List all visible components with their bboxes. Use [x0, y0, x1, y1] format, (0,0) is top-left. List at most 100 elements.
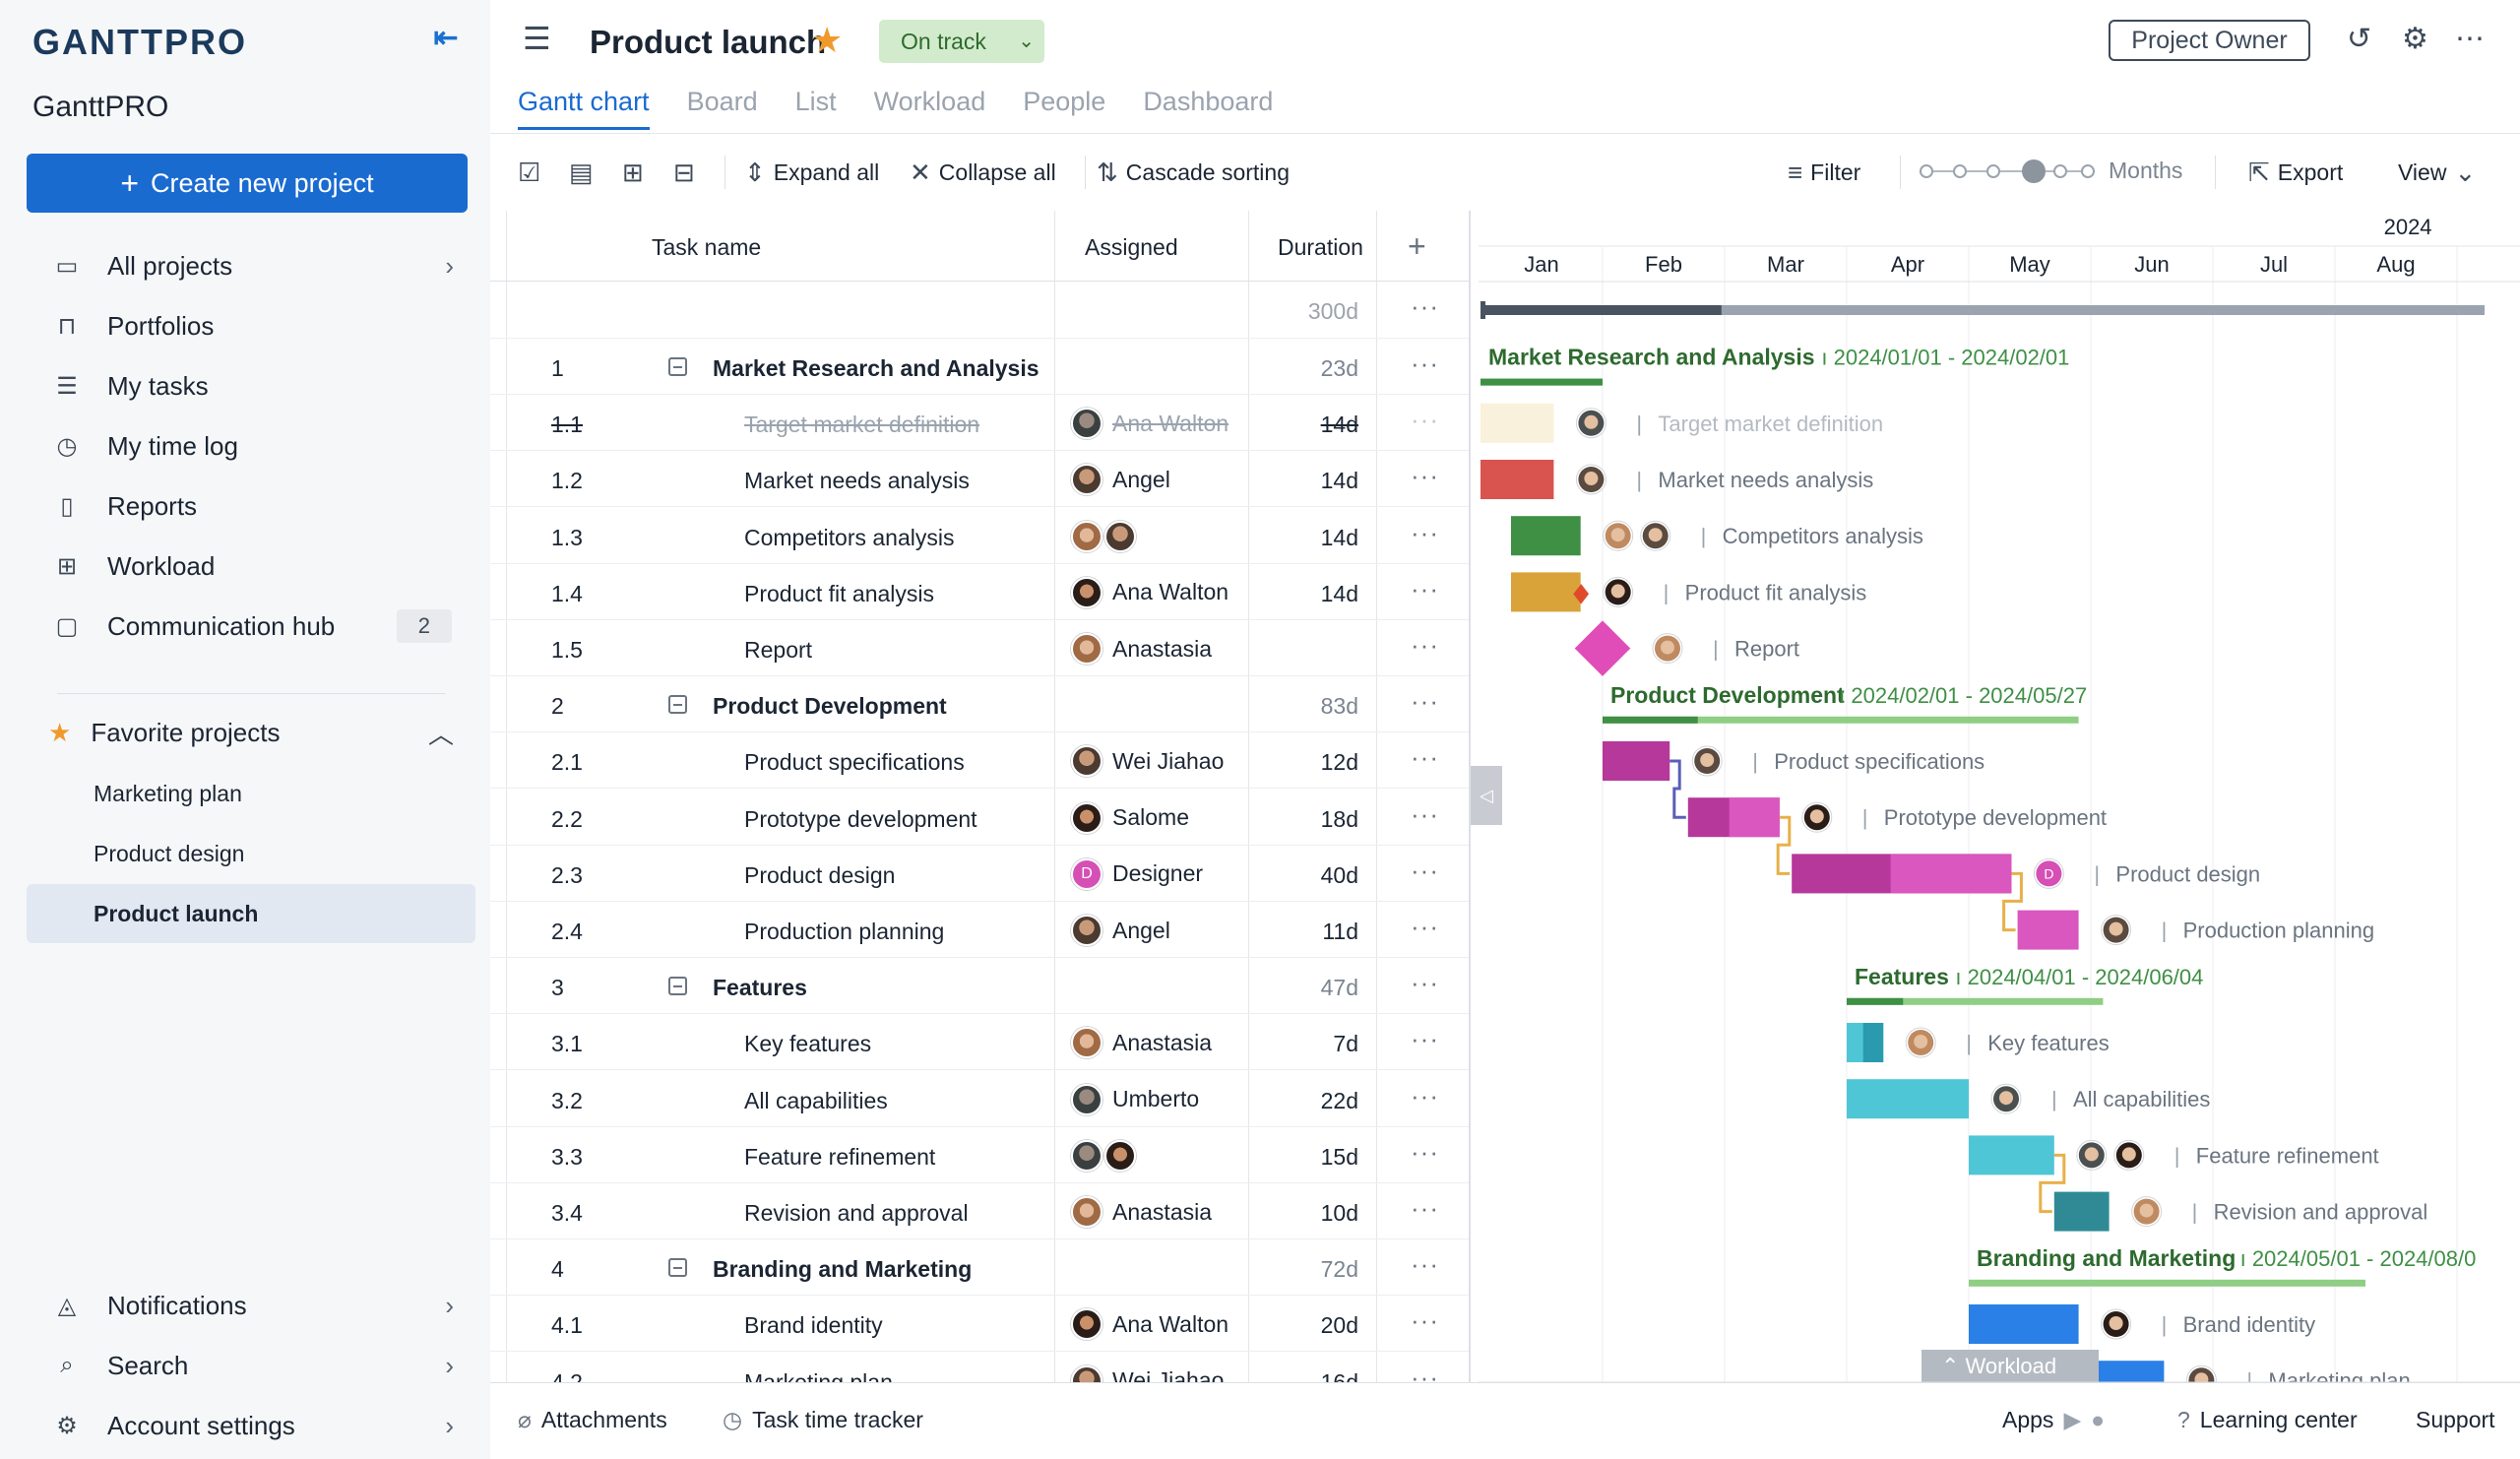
more-icon[interactable]: ··· — [1411, 630, 1439, 660]
group-row[interactable]: 2 Product Development 83d ··· — [490, 676, 1469, 733]
task-row[interactable]: 4.1 Brand identity Ana Walton 20d ··· — [490, 1296, 1469, 1353]
support-button[interactable]: Support — [2416, 1407, 2495, 1433]
history-icon[interactable]: ↺ — [2347, 23, 2372, 55]
task-row[interactable]: 1.1 Target market definition Ana Walton 14d… — [490, 395, 1469, 452]
nav-item-workload[interactable]: ⊞ Workload — [27, 540, 468, 592]
task-row[interactable]: 1.5 Report Anastasia ··· — [490, 620, 1469, 676]
task-row[interactable]: 2.3 Product design D Designer 40d ··· — [490, 846, 1469, 902]
dependency-connector[interactable] — [2039, 1153, 2066, 1214]
gear-icon[interactable]: ⚙ — [2402, 23, 2428, 55]
more-icon[interactable]: ··· — [1411, 461, 1439, 491]
assignee-cell[interactable]: Wei Jiahao — [1071, 1364, 1224, 1382]
dependency-connector[interactable] — [1776, 815, 1792, 875]
group-summary-bar[interactable] — [1603, 716, 2079, 724]
more-icon[interactable]: ··· — [1411, 798, 1439, 829]
project-owner-button[interactable]: Project Owner — [2109, 20, 2310, 61]
more-icon[interactable]: ··· — [1411, 349, 1439, 378]
task-bar[interactable] — [1847, 1079, 1969, 1119]
assigned-header[interactable]: Assigned — [1085, 234, 1178, 260]
task-bar[interactable] — [1511, 516, 1581, 556]
task-bar[interactable] — [1969, 1135, 2054, 1175]
attachments-button[interactable]: ⌀ Attachments — [518, 1407, 667, 1433]
zoom-slider-knob[interactable] — [2022, 159, 2046, 183]
status-dropdown[interactable]: On track ⌄ — [879, 20, 1044, 63]
collapse-group-icon[interactable] — [668, 695, 687, 715]
group-row[interactable]: 1 Market Research and Analysis 23d ··· — [490, 339, 1469, 395]
task-row[interactable]: 1.4 Product fit analysis Ana Walton 14d ··· — [490, 564, 1469, 620]
apps-button[interactable]: Apps ▶ ● — [2002, 1407, 2105, 1433]
assignee-cell[interactable]: Anastasia — [1071, 1196, 1212, 1228]
calendar-icon[interactable]: ▤ — [569, 158, 594, 187]
export-button[interactable]: ⇱ Export — [2248, 158, 2343, 188]
nav-item-search[interactable]: ⌕ Search › — [27, 1340, 468, 1391]
favorite-project-product-launch[interactable]: Product launch — [27, 884, 475, 943]
nav-item-portfolios[interactable]: ⊓ Portfolios — [27, 300, 468, 351]
more-icon[interactable]: ··· — [1411, 1080, 1439, 1110]
filter-button[interactable]: ≡ Filter — [1788, 158, 1860, 188]
assignee-cell[interactable]: D Designer — [1071, 857, 1203, 890]
nav-item-all-projects[interactable]: ▭ All projects › — [27, 240, 468, 291]
task-name-header[interactable]: Task name — [652, 234, 762, 260]
task-row[interactable]: 3.2 All capabilities Umberto 22d ··· — [490, 1071, 1469, 1127]
learning-center-button[interactable]: ? Learning center — [2177, 1407, 2358, 1433]
task-bar[interactable] — [1969, 1304, 2079, 1344]
milestone-marker[interactable] — [1574, 620, 1631, 676]
tab-people[interactable]: People — [1023, 87, 1106, 116]
task-row[interactable]: 2.1 Product specifications Wei Jiahao 12d ··… — [490, 732, 1469, 790]
duration-header[interactable]: Duration — [1278, 234, 1363, 260]
assignee-cell[interactable]: Angel — [1071, 915, 1170, 946]
assignee-cell[interactable]: Ana Walton — [1071, 1308, 1228, 1341]
tab-workload[interactable]: Workload — [873, 87, 986, 116]
task-bar[interactable] — [2053, 1191, 2110, 1232]
assignee-cell[interactable] — [1071, 1139, 1136, 1172]
task-bar[interactable] — [1480, 460, 1554, 499]
collapse-all-button[interactable]: ✕ Collapse all — [910, 158, 1056, 188]
more-icon[interactable]: ··· — [1411, 517, 1439, 547]
task-row[interactable]: 1.2 Market needs analysis Angel 14d ··· — [490, 451, 1469, 508]
dependency-connector[interactable] — [2002, 871, 2023, 932]
more-icon[interactable]: ··· — [1411, 291, 1439, 321]
more-icon[interactable]: ··· — [1411, 686, 1439, 717]
view-button[interactable]: View ⌄ — [2398, 158, 2476, 188]
cascade-sorting-button[interactable]: ⇅ Cascade sorting — [1097, 158, 1290, 188]
nav-item-notifications[interactable]: ◬ Notifications › — [27, 1280, 468, 1331]
task-row[interactable]: 3.1 Key features Anastasia 7d ··· — [490, 1014, 1469, 1071]
hierarchy-icon[interactable]: ⊞ — [622, 158, 644, 187]
favorite-project-marketing-plan[interactable]: Marketing plan — [94, 780, 242, 806]
group-summary-bar[interactable] — [1969, 1279, 2365, 1287]
more-icon[interactable]: ··· — [1411, 405, 1439, 435]
workload-toggle[interactable] — [1922, 1350, 2099, 1382]
task-row[interactable]: 3.3 Feature refinement 15d ··· — [490, 1127, 1469, 1183]
task-row[interactable]: 4.2 Marketing plan Wei Jiahao 16d ··· — [490, 1353, 1469, 1382]
task-row[interactable]: 2.4 Production planning Angel 11d ··· — [490, 902, 1469, 958]
favorite-project-product-design[interactable]: Product design — [94, 840, 245, 866]
add-column-icon[interactable]: + — [1408, 228, 1426, 264]
task-bar[interactable] — [1511, 572, 1581, 612]
nav-item-my-tasks[interactable]: ☰ My tasks — [27, 360, 468, 412]
group-summary-bar[interactable] — [1847, 997, 2104, 1005]
task-row[interactable]: 2.2 Prototype development Salome 18d ··· — [490, 790, 1469, 846]
tab-gantt-chart[interactable]: Gantt chart — [518, 87, 650, 130]
more-icon[interactable]: ··· — [1411, 1136, 1439, 1167]
more-icon[interactable]: ··· — [1411, 1362, 1439, 1382]
expand-all-button[interactable]: ⇕ Expand all — [744, 158, 879, 188]
assignee-cell[interactable]: Wei Jiahao — [1071, 745, 1224, 778]
task-row[interactable]: 3.4 Revision and approval Anastasia 10d ··· — [490, 1183, 1469, 1239]
collapse-group-icon[interactable] — [668, 357, 687, 376]
task-row[interactable]: 1.3 Competitors analysis 14d ··· — [490, 508, 1469, 564]
checkbox-icon[interactable]: ☑ — [518, 158, 541, 187]
tab-board[interactable]: Board — [686, 87, 758, 116]
time-tracker-button[interactable]: ◷ Task time tracker — [723, 1407, 923, 1433]
assignee-cell[interactable]: Salome — [1071, 801, 1189, 834]
favorite-star-icon[interactable]: ★ — [811, 20, 844, 60]
collapse-grid-handle[interactable]: ◁ — [1471, 766, 1502, 825]
assignee-cell[interactable] — [1071, 520, 1136, 552]
more-icon[interactable]: ⋯ — [2455, 23, 2485, 55]
collapse-group-icon[interactable] — [668, 977, 687, 996]
group-row[interactable]: 4 Branding and Marketing 72d ··· — [490, 1239, 1469, 1297]
collapse-sidebar-icon[interactable]: ⇤ — [433, 22, 459, 54]
zoom-control[interactable]: Months — [1920, 158, 2182, 184]
task-bar[interactable] — [2078, 1361, 2165, 1382]
more-icon[interactable]: ··· — [1411, 968, 1439, 998]
dependency-connector[interactable] — [1670, 759, 1686, 819]
